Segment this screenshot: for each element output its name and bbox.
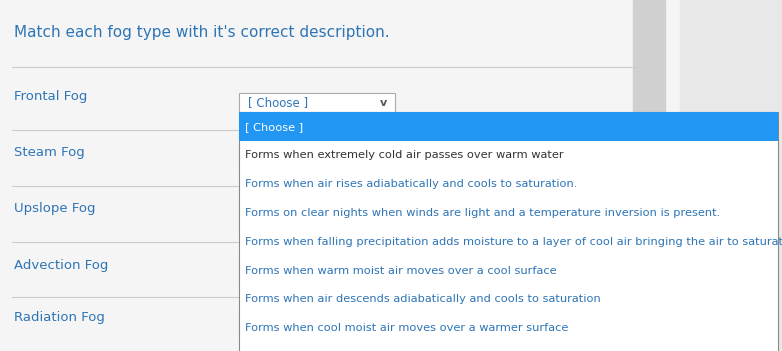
Bar [680, 0, 782, 351]
Text: [ Choose ]: [ Choose ] [248, 96, 308, 109]
FancyBboxPatch shape [239, 261, 395, 281]
Text: Forms when air rises adiabatically and cools to saturation.: Forms when air rises adiabatically and c… [245, 179, 577, 189]
Text: Upslope Fog: Upslope Fog [14, 202, 95, 216]
FancyBboxPatch shape [239, 93, 395, 112]
Text: v: v [379, 319, 387, 329]
Text: [ Choose ]: [ Choose ] [248, 265, 308, 278]
Bar [633, 0, 665, 351]
Text: Steam Fog: Steam Fog [14, 146, 84, 159]
Text: Forms on clear nights when winds are light and a temperature inversion is presen: Forms on clear nights when winds are lig… [245, 208, 720, 218]
Text: Frontal Fog: Frontal Fog [14, 90, 88, 103]
Text: v: v [379, 98, 387, 108]
Text: Forms when extremely cold air passes over warm water: Forms when extremely cold air passes ove… [245, 151, 563, 160]
Text: [ Choose ]: [ Choose ] [245, 122, 303, 132]
Text: v: v [379, 266, 387, 276]
FancyBboxPatch shape [239, 149, 395, 168]
Text: Forms when air descends adiabatically and cools to saturation: Forms when air descends adiabatically an… [245, 294, 601, 304]
Text: Forms when falling precipitation adds moisture to a layer of cool air bringing t: Forms when falling precipitation adds mo… [245, 237, 782, 247]
Text: [ Choose ]: [ Choose ] [248, 208, 308, 221]
FancyBboxPatch shape [239, 112, 778, 141]
Text: Forms when warm moist air moves over a cool surface: Forms when warm moist air moves over a c… [245, 266, 556, 276]
Text: Match each fog type with it's correct description.: Match each fog type with it's correct de… [14, 25, 389, 40]
FancyBboxPatch shape [239, 205, 395, 225]
Text: [ Choose ]: [ Choose ] [248, 152, 308, 165]
FancyBboxPatch shape [239, 314, 395, 333]
Text: Advection Fog: Advection Fog [14, 258, 109, 272]
Text: Forms when cool moist air moves over a warmer surface: Forms when cool moist air moves over a w… [245, 323, 569, 333]
Text: [ Choose ]: [ Choose ] [248, 317, 308, 330]
FancyBboxPatch shape [239, 112, 778, 351]
Text: v: v [379, 154, 387, 164]
Text: v: v [379, 210, 387, 220]
Text: Radiation Fog: Radiation Fog [14, 311, 105, 324]
